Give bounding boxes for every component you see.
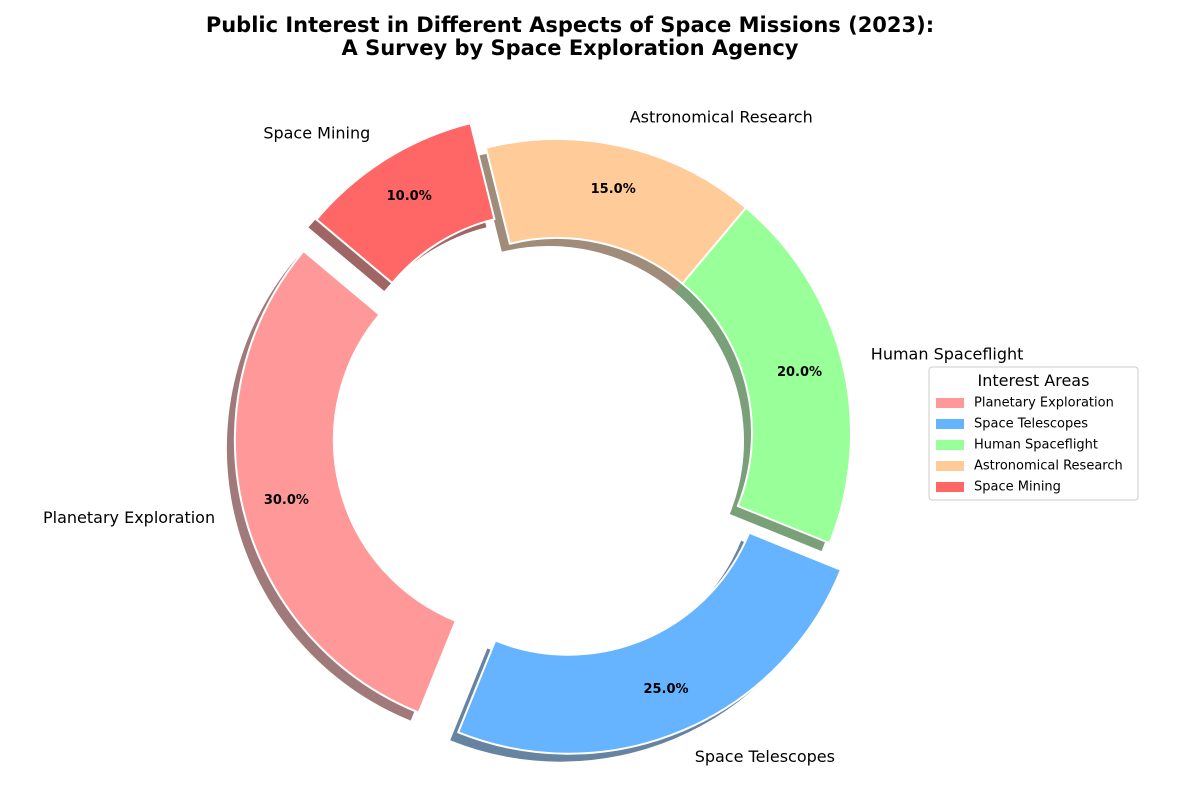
legend-swatch-astronomical-research bbox=[936, 461, 964, 471]
chart-title: Public Interest in Different Aspects of … bbox=[206, 13, 934, 60]
legend-title: Interest Areas bbox=[978, 371, 1090, 390]
legend-swatch-human-spaceflight bbox=[936, 440, 964, 450]
slice-space-telescopes bbox=[458, 533, 841, 754]
slice-label-astronomical-research: Astronomical Research bbox=[630, 107, 813, 126]
slice-label-space-telescopes: Space Telescopes bbox=[695, 747, 835, 766]
legend-swatch-space-telescopes bbox=[936, 419, 964, 429]
slice-planetary-exploration bbox=[235, 251, 456, 713]
slice-label-space-mining: Space Mining bbox=[263, 124, 370, 143]
pct-label-space-mining: 10.0% bbox=[387, 189, 432, 204]
legend-label-planetary-exploration: Planetary Exploration bbox=[974, 396, 1114, 411]
legend: Interest Areas Planetary Exploration Spac… bbox=[929, 367, 1138, 500]
legend-label-space-telescopes: Space Telescopes bbox=[974, 417, 1088, 432]
legend-label-human-spaceflight: Human Spaceflight bbox=[974, 438, 1098, 453]
pct-label-human-spaceflight: 20.0% bbox=[777, 365, 822, 380]
chart-title-line-2: A Survey by Space Exploration Agency bbox=[342, 36, 799, 60]
legend-label-space-mining: Space Mining bbox=[974, 480, 1061, 495]
pct-label-planetary-exploration: 30.0% bbox=[264, 493, 309, 508]
legend-swatch-planetary-exploration bbox=[936, 398, 964, 408]
slice-human-spaceflight bbox=[682, 208, 851, 543]
pct-label-space-telescopes: 25.0% bbox=[643, 682, 688, 697]
legend-label-astronomical-research: Astronomical Research bbox=[974, 459, 1123, 474]
chart-title-line-1: Public Interest in Different Aspects of … bbox=[206, 13, 934, 37]
pct-label-astronomical-research: 15.0% bbox=[591, 182, 636, 197]
legend-swatch-space-mining bbox=[936, 482, 964, 492]
slice-label-planetary-exploration: Planetary Exploration bbox=[43, 508, 215, 527]
slice-label-human-spaceflight: Human Spaceflight bbox=[871, 344, 1024, 363]
